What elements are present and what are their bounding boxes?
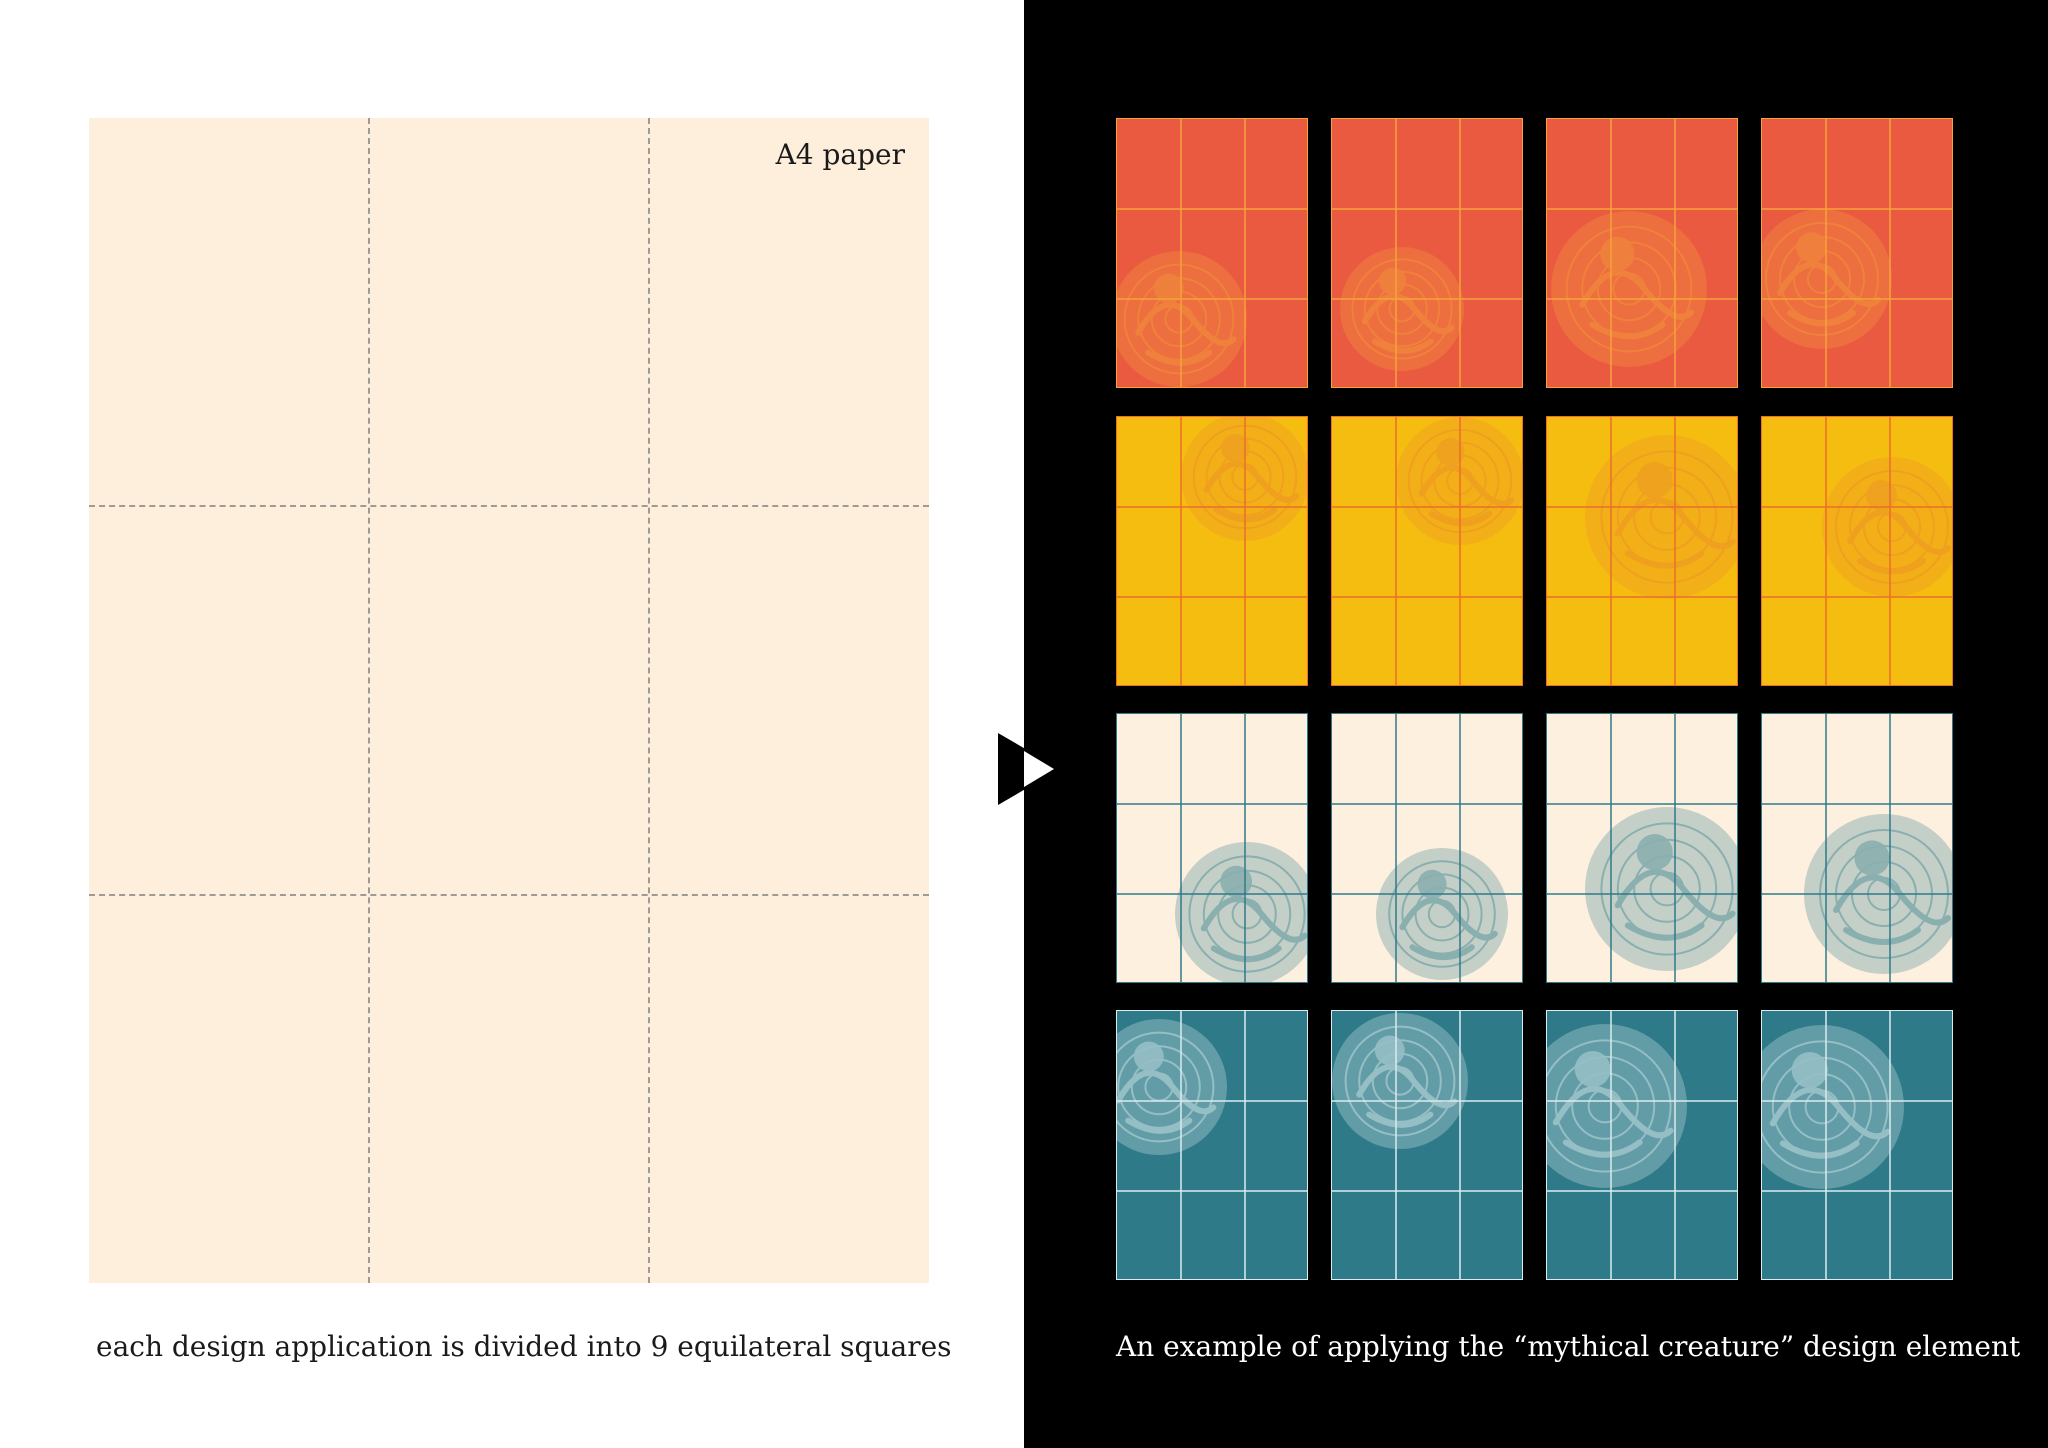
dragon-motif-icon [1762,119,1952,387]
design-card-cream-4 [1761,713,1953,983]
qilin-motif-icon [1332,714,1522,982]
design-card-teal-4 [1761,1010,1953,1280]
phoenix-motif-icon [1117,417,1307,685]
design-card-cream-1 [1116,713,1308,983]
phoenix-motif-icon [1332,417,1522,685]
horizontal-divider-2 [89,894,929,896]
paper-label: A4 paper [775,138,905,171]
design-card-teal-2 [1331,1010,1523,1280]
design-card-teal-1 [1116,1010,1308,1280]
design-card-cream-3 [1546,713,1738,983]
design-card-red-2 [1331,118,1523,388]
design-card-yellow-3 [1546,416,1738,686]
design-card-yellow-1 [1116,416,1308,686]
a4-paper: A4 paper [89,118,929,1283]
dragon-motif-icon [1332,119,1522,387]
left-panel: A4 paper each design application is divi… [89,118,952,1363]
crane-motif-icon [1762,1011,1952,1279]
vertical-divider-1 [368,118,370,1283]
triangle-right-icon-inner [1024,751,1054,787]
design-card-red-1 [1116,118,1308,388]
phoenix-motif-icon [1547,417,1737,685]
dragon-motif-icon [1117,119,1307,387]
design-card-yellow-4 [1761,416,1953,686]
right-caption: An example of applying the “mythical cre… [1116,1330,2021,1363]
qilin-motif-icon [1762,714,1952,982]
design-card-red-3 [1546,118,1738,388]
vertical-divider-2 [648,118,650,1283]
crane-motif-icon [1332,1011,1522,1279]
horizontal-divider-1 [89,505,929,507]
design-card-teal-3 [1546,1010,1738,1280]
dragon-motif-icon [1547,119,1737,387]
design-card-red-4 [1761,118,1953,388]
qilin-motif-icon [1117,714,1307,982]
qilin-motif-icon [1547,714,1737,982]
phoenix-motif-icon [1762,417,1952,685]
design-card-cream-2 [1331,713,1523,983]
design-card-yellow-2 [1331,416,1523,686]
crane-motif-icon [1547,1011,1737,1279]
crane-motif-icon [1117,1011,1307,1279]
left-caption: each design application is divided into … [96,1330,952,1363]
